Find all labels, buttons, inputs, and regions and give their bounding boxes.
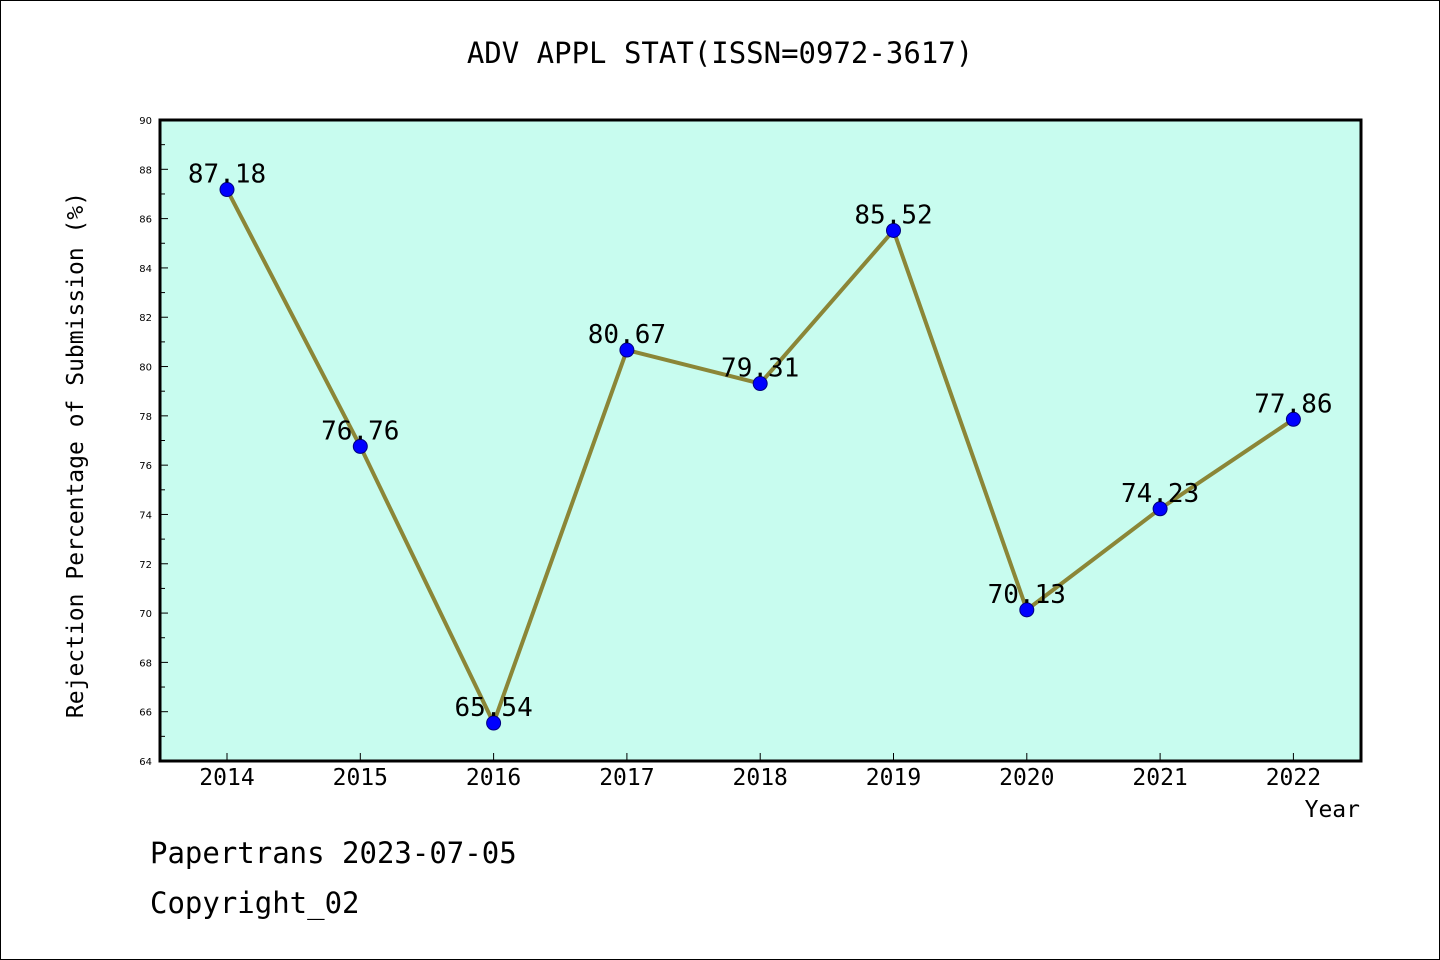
x-tick-label: 2017 (599, 765, 654, 791)
data-label: 70.13 (988, 580, 1066, 610)
y-axis: 64 66 68 70 72 74 76 78 80 82 84 86 88 90 (139, 116, 168, 768)
y-tick-label: 72 (139, 560, 152, 571)
y-tick-label: 82 (139, 313, 152, 324)
series-layer: 87.18 76.76 65.54 80.67 79.31 85.52 70.13 74.23… (188, 160, 1333, 731)
x-axis: 2014 2015 2016 2017 2018 2019 2020 2021 2022 (199, 753, 1321, 791)
y-tick-label: 78 (139, 412, 152, 423)
data-label: 65.54 (454, 693, 532, 723)
data-label: 79.31 (721, 354, 799, 384)
data-label: 76.76 (321, 416, 399, 446)
y-tick-label: 66 (139, 708, 152, 719)
data-point (352, 438, 368, 454)
y-axis-label: Rejection Percentage of Submission (%) (63, 191, 89, 719)
data-point (1285, 411, 1301, 427)
data-point (219, 182, 235, 198)
data-label: 87.18 (188, 160, 266, 190)
y-tick-label: 86 (139, 215, 152, 226)
x-tick-label: 2021 (1132, 765, 1187, 791)
x-axis-label: Year (1304, 797, 1360, 823)
y-tick-label: 76 (139, 461, 152, 472)
x-tick-label: 2015 (333, 765, 388, 791)
y-tick-label: 90 (139, 116, 152, 127)
data-point (1152, 501, 1168, 517)
footer-date: Papertrans 2023-07-05 (150, 836, 517, 870)
x-tick-label: 2020 (999, 765, 1054, 791)
footer-copyright: Copyright_02 (150, 886, 360, 920)
x-tick-label: 2018 (733, 765, 788, 791)
chart-title: ADV APPL STAT(ISSN=0972-3617) (466, 36, 974, 70)
data-point (1019, 602, 1035, 618)
y-tick-label: 84 (139, 264, 152, 275)
x-tick-label: 2019 (866, 765, 921, 791)
y-tick-label: 80 (139, 363, 152, 374)
data-label: 85.52 (854, 200, 932, 230)
data-point (619, 342, 635, 358)
data-point (752, 376, 768, 392)
x-tick-label: 2014 (199, 765, 254, 791)
data-label: 80.67 (588, 320, 666, 350)
x-tick-label: 2022 (1266, 765, 1321, 791)
data-point (486, 715, 502, 731)
data-point (886, 222, 901, 238)
y-tick-label: 88 (139, 165, 152, 176)
y-tick-label: 64 (139, 757, 152, 768)
y-tick-label: 70 (139, 609, 152, 620)
y-tick-label: 68 (139, 658, 152, 669)
data-label: 74.23 (1121, 479, 1199, 509)
y-tick-label: 74 (139, 510, 152, 521)
x-tick-label: 2016 (466, 765, 521, 791)
data-label: 77.86 (1254, 389, 1332, 419)
plot-border (158, 118, 1363, 763)
